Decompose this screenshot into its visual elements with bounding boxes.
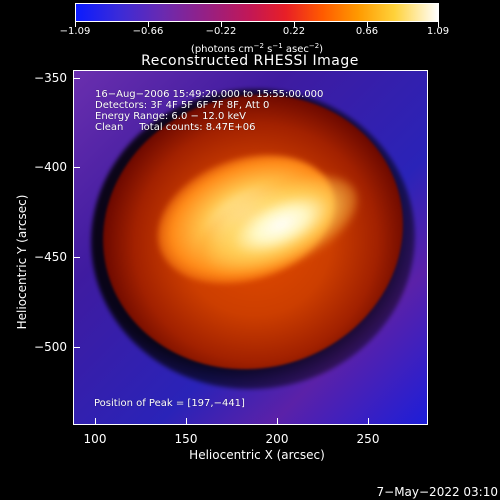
colorbar-tick-2 — [148, 22, 149, 27]
colorbar-units-exp-1: −2 — [253, 42, 264, 50]
rhessi-image-plot: 16−Aug−2006 15:49:20.000 to 15:55:00.000… — [73, 70, 428, 425]
x-axis-tick-label-2: 150 — [174, 432, 198, 446]
y-axis-tick-3 — [73, 257, 80, 258]
info-line-3: Energy Range: 6.0 − 12.0 keV — [95, 111, 246, 122]
info-line-2: Detectors: 3F 4F 5F 6F 7F 8F, Att 0 — [95, 100, 270, 111]
colorbar-units-exp-2: −1 — [272, 42, 283, 50]
colorbar-tick-label-2: −0.66 — [132, 26, 164, 37]
y-axis-tick-label-2: −400 — [34, 160, 67, 174]
colorbar-tick-6 — [438, 22, 439, 27]
x-axis-tick-label-3: 200 — [265, 432, 289, 446]
colorbar-units-exp-3: −2 — [308, 42, 320, 50]
colorbar-tick-label-3: −0.22 — [205, 26, 237, 37]
colorbar — [75, 3, 439, 22]
x-axis-tick-2 — [186, 418, 187, 425]
y-axis-tick-label-1: −350 — [34, 71, 67, 85]
x-axis-tick-label-1: 100 — [83, 432, 107, 446]
plot-title: Reconstructed RHESSI Image — [141, 53, 359, 69]
colorbar-units-mid: s — [263, 44, 273, 55]
y-axis-tick-2 — [73, 167, 80, 168]
colorbar-tick-label-6: 1.09 — [426, 26, 450, 37]
colorbar-units-prefix: (photons cm — [190, 44, 254, 55]
peak-position-label: Position of Peak = [197,−441] — [94, 398, 245, 409]
colorbar-tick-label-4: 0.22 — [282, 26, 306, 37]
x-axis-tick-3 — [277, 418, 278, 425]
colorbar-units-close: ) — [319, 44, 324, 55]
colorbar-tick-5 — [367, 22, 368, 27]
y-axis-tick-label-4: −500 — [34, 340, 67, 354]
y-axis-tick-label-3: −450 — [34, 250, 67, 264]
x-axis-tick-label-4: 250 — [356, 432, 380, 446]
colorbar-tick-label-1: −1.09 — [59, 26, 91, 37]
x-axis-label: Heliocentric X (arcsec) — [189, 448, 325, 462]
y-axis-tick-1 — [73, 78, 80, 79]
colorbar-tick-label-5: 0.66 — [355, 26, 379, 37]
timestamp: 7−May−2022 03:10 — [376, 485, 499, 499]
colorbar-units: (photons cm−2 s−1 asec−2) — [191, 40, 323, 56]
colorbar-units-end: asec — [282, 44, 309, 55]
colorbar-tick-3 — [221, 22, 222, 27]
info-line-1: 16−Aug−2006 15:49:20.000 to 15:55:00.000 — [95, 89, 324, 100]
colorbar-tick-1 — [75, 22, 76, 27]
colorbar-tick-4 — [294, 22, 295, 27]
x-axis-tick-4 — [368, 418, 369, 425]
x-axis-tick-1 — [95, 418, 96, 425]
y-axis-tick-4 — [73, 347, 80, 348]
info-line-4: Clean Total counts: 8.47E+06 — [95, 122, 256, 133]
y-axis-label: Heliocentric Y (arcsec) — [15, 194, 29, 330]
